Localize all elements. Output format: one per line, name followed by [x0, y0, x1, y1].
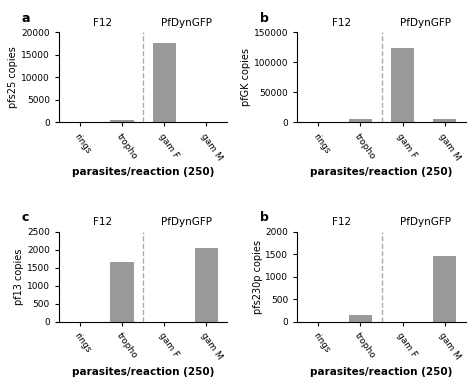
- Bar: [391, 49, 414, 122]
- Text: PfDynGFP: PfDynGFP: [400, 18, 451, 28]
- Text: c: c: [22, 211, 29, 224]
- Bar: [349, 315, 372, 322]
- X-axis label: parasites/reaction (250): parasites/reaction (250): [310, 167, 453, 177]
- Bar: [110, 120, 134, 122]
- Y-axis label: pfs25 copies: pfs25 copies: [9, 46, 18, 108]
- Bar: [349, 119, 372, 122]
- X-axis label: parasites/reaction (250): parasites/reaction (250): [72, 167, 214, 177]
- Y-axis label: pf13 copies: pf13 copies: [14, 248, 24, 305]
- Bar: [194, 248, 218, 322]
- Bar: [153, 44, 176, 122]
- X-axis label: parasites/reaction (250): parasites/reaction (250): [310, 367, 453, 377]
- Bar: [110, 262, 134, 322]
- Text: F12: F12: [332, 217, 351, 227]
- Text: b: b: [260, 12, 269, 25]
- Y-axis label: pfGK copies: pfGK copies: [241, 48, 251, 106]
- Text: F12: F12: [93, 18, 112, 28]
- Bar: [433, 119, 456, 122]
- Text: PfDynGFP: PfDynGFP: [161, 18, 212, 28]
- Y-axis label: pfs230p copies: pfs230p copies: [253, 240, 263, 314]
- Text: F12: F12: [332, 18, 351, 28]
- X-axis label: parasites/reaction (250): parasites/reaction (250): [72, 367, 214, 377]
- Text: b: b: [260, 211, 269, 224]
- Text: F12: F12: [93, 217, 112, 227]
- Text: PfDynGFP: PfDynGFP: [161, 217, 212, 227]
- Text: PfDynGFP: PfDynGFP: [400, 217, 451, 227]
- Text: a: a: [22, 12, 30, 25]
- Bar: [433, 256, 456, 322]
